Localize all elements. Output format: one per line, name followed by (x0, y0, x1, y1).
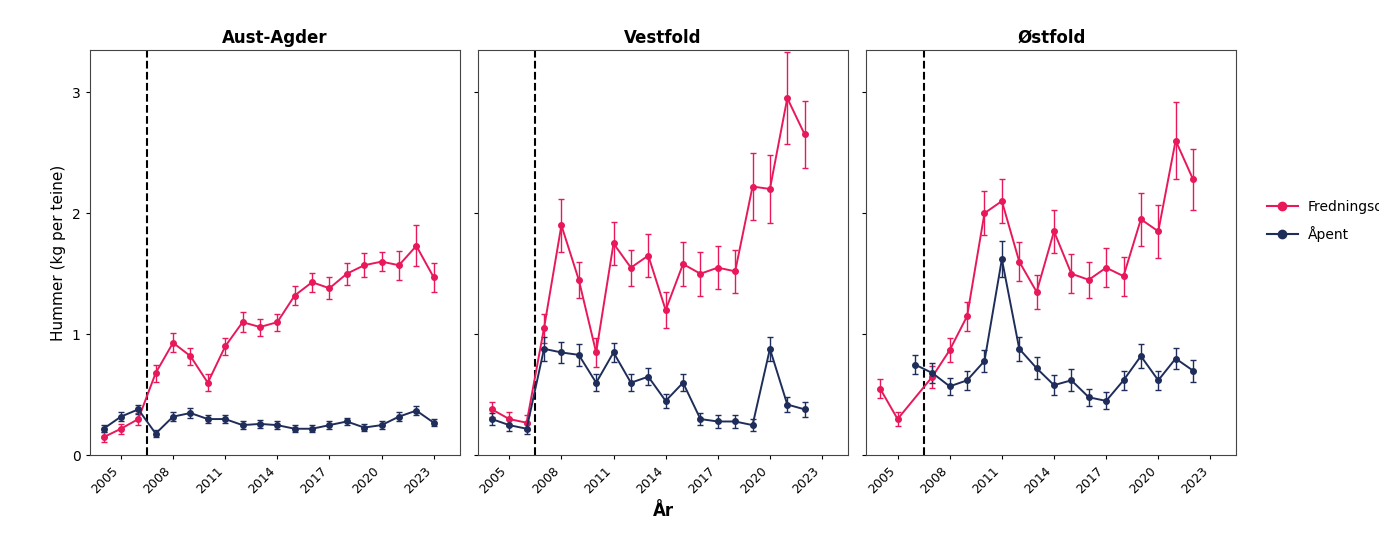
Legend: Fredningsområde, Åpent: Fredningsområde, Åpent (1262, 192, 1379, 248)
Y-axis label: Hummer (kg per teine): Hummer (kg per teine) (51, 164, 66, 341)
X-axis label: År: År (652, 502, 673, 520)
Title: Østfold: Østfold (1018, 29, 1085, 47)
Title: Aust-Agder: Aust-Agder (222, 29, 328, 47)
Title: Vestfold: Vestfold (625, 29, 702, 47)
